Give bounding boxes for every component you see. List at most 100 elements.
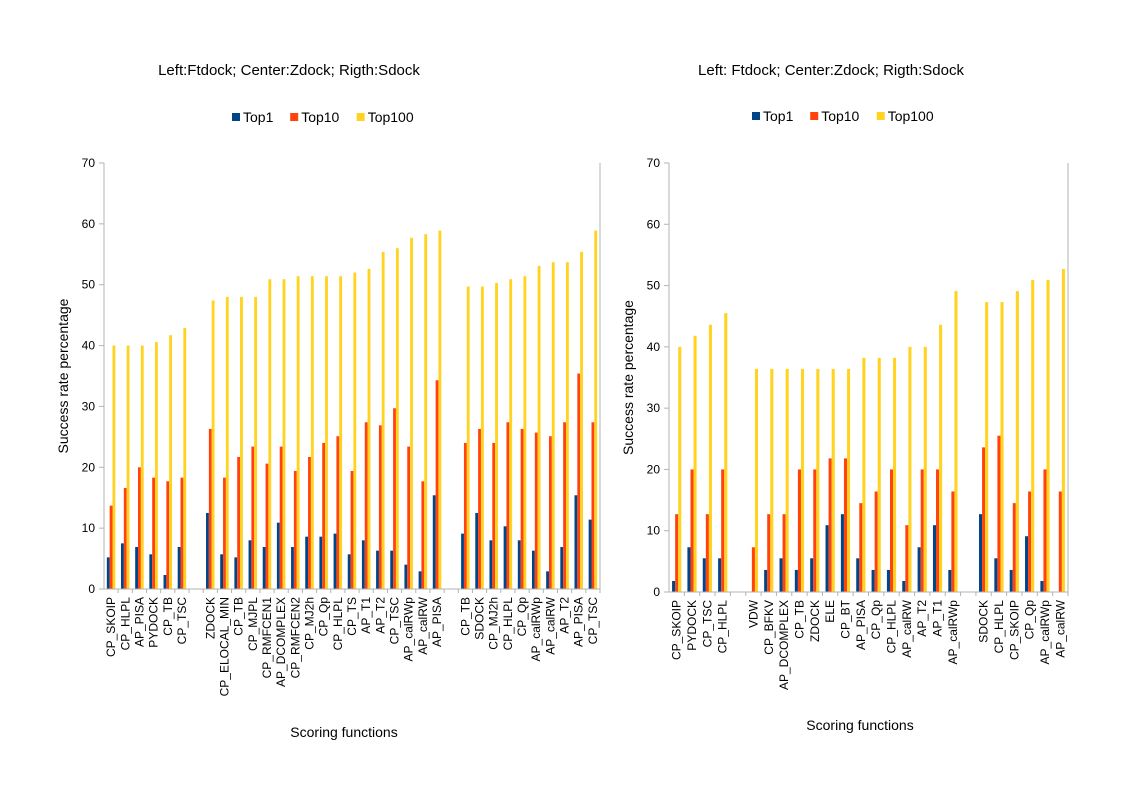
bar-top1 bbox=[149, 554, 153, 589]
y-tick-label: 30 bbox=[647, 401, 661, 415]
bar-top1 bbox=[206, 512, 209, 589]
chart-title: Left: Ftdock; Center:Zdock; Rigth:Sdock bbox=[698, 62, 964, 79]
bar-top1 bbox=[319, 536, 323, 589]
bar-top1 bbox=[503, 526, 507, 589]
x-tick-label: ZDOCK bbox=[808, 600, 822, 642]
bar-top1 bbox=[718, 558, 722, 592]
bar-top10 bbox=[279, 446, 283, 589]
bar-top100 bbox=[310, 276, 314, 589]
y-tick-label: 60 bbox=[647, 217, 661, 231]
x-tick-label: VDW bbox=[746, 599, 760, 628]
bar-top1 bbox=[248, 540, 252, 589]
bar-top100 bbox=[816, 368, 820, 592]
bar-top1 bbox=[917, 547, 921, 592]
x-tick-label: AP_T1 bbox=[359, 597, 373, 634]
bar-top10 bbox=[905, 525, 909, 592]
bar-top10 bbox=[322, 442, 326, 589]
legend-swatch-top1 bbox=[232, 113, 240, 121]
x-tick-label: CP_TSC bbox=[700, 600, 714, 648]
x-tick-label: AP_PISA bbox=[854, 600, 868, 650]
bar-top100 bbox=[847, 368, 851, 592]
bar-top1 bbox=[871, 569, 875, 592]
bar-top100 bbox=[140, 345, 144, 589]
bar-top1 bbox=[291, 547, 294, 589]
y-tick-label: 70 bbox=[647, 156, 661, 170]
x-tick-label: CP_MJ2h bbox=[487, 597, 501, 650]
bar-top1 bbox=[856, 558, 860, 592]
x-tick-label: CP_TB bbox=[232, 597, 246, 636]
legend-swatch-top100 bbox=[356, 113, 365, 121]
bar-top100 bbox=[296, 276, 300, 589]
bar-top100 bbox=[325, 276, 328, 589]
bar-top10 bbox=[364, 422, 368, 589]
bar-top100 bbox=[410, 237, 413, 589]
y-tick-label: 30 bbox=[82, 399, 96, 413]
bar-top1 bbox=[764, 569, 768, 592]
bar-top10 bbox=[997, 435, 1001, 592]
bar-top10 bbox=[843, 458, 848, 592]
bar-top100 bbox=[565, 262, 569, 589]
bar-top10 bbox=[223, 477, 226, 589]
bar-top100 bbox=[908, 346, 912, 592]
x-tick-label: AP_T1 bbox=[931, 600, 945, 637]
bar-top100 bbox=[1061, 269, 1065, 592]
bar-top10 bbox=[705, 514, 709, 592]
legend-label-top10: Top10 bbox=[821, 108, 859, 124]
legend-swatch-top1 bbox=[752, 112, 760, 120]
bar-top100 bbox=[954, 291, 958, 592]
bar-top1 bbox=[672, 580, 676, 592]
x-tick-label: CP_BT bbox=[838, 599, 852, 638]
bar-top100 bbox=[367, 268, 371, 589]
bar-top100 bbox=[877, 357, 881, 592]
bar-top10 bbox=[534, 432, 538, 589]
bar-top10 bbox=[721, 469, 725, 592]
legend-label-top100: Top100 bbox=[888, 108, 934, 124]
bar-top10 bbox=[138, 467, 141, 589]
x-tick-label: AP_calRWp bbox=[1038, 600, 1052, 665]
bar-top1 bbox=[121, 543, 124, 589]
bar-top100 bbox=[1046, 280, 1050, 592]
bar-top10 bbox=[859, 503, 863, 592]
x-tick-label: AP_calRW bbox=[543, 596, 557, 654]
x-tick-label: AP_PISA bbox=[572, 597, 586, 647]
bar-top100 bbox=[523, 276, 527, 589]
bar-top10 bbox=[1043, 469, 1047, 592]
x-tick-label: CP_MJ2h bbox=[302, 597, 316, 650]
bar-top10 bbox=[951, 491, 955, 592]
x-tick-label: ZDOCK bbox=[203, 597, 217, 639]
bar-top10 bbox=[308, 456, 311, 589]
bar-top1 bbox=[418, 571, 422, 589]
bar-top100 bbox=[466, 286, 470, 589]
bar-top1 bbox=[1009, 569, 1013, 592]
x-tick-label: AP_PISA bbox=[132, 597, 146, 647]
bar-top10 bbox=[675, 514, 679, 592]
x-tick-label: AP_DCOMPLEX bbox=[274, 597, 288, 687]
bar-top1 bbox=[461, 533, 464, 589]
bar-top100 bbox=[509, 279, 513, 589]
x-tick-label: CP_Qp bbox=[869, 600, 883, 640]
bar-top100 bbox=[537, 265, 541, 589]
bar-top100 bbox=[353, 272, 357, 589]
x-axis-title: Scoring functions bbox=[806, 717, 913, 733]
x-tick-label: PYDOCK bbox=[685, 600, 699, 651]
x-tick-label: AP_calRW bbox=[416, 596, 430, 654]
bar-top1 bbox=[262, 547, 266, 589]
x-tick-label: CP_Qp bbox=[515, 597, 529, 637]
bar-top100 bbox=[800, 368, 805, 592]
legend-label-top100: Top100 bbox=[368, 109, 414, 125]
bar-top1 bbox=[702, 558, 706, 592]
bar-top100 bbox=[480, 286, 484, 589]
x-tick-label: CP_BFKV bbox=[762, 600, 776, 655]
bar-top1 bbox=[347, 554, 351, 589]
bar-top10 bbox=[548, 436, 552, 589]
bar-top1 bbox=[135, 547, 139, 589]
bar-top10 bbox=[1012, 503, 1016, 592]
bar-top100 bbox=[939, 324, 943, 592]
x-tick-label: AP_PISA bbox=[430, 597, 444, 647]
bar-top1 bbox=[588, 519, 592, 589]
x-tick-label: CP_SKOIP bbox=[104, 597, 118, 657]
bar-top10 bbox=[767, 514, 771, 592]
chart-1: Left:Ftdock; Center:Zdock; Rigth:Sdock To… bbox=[55, 62, 601, 740]
bar-top100 bbox=[254, 296, 258, 589]
y-axis-title: Success rate percentage bbox=[55, 298, 71, 453]
